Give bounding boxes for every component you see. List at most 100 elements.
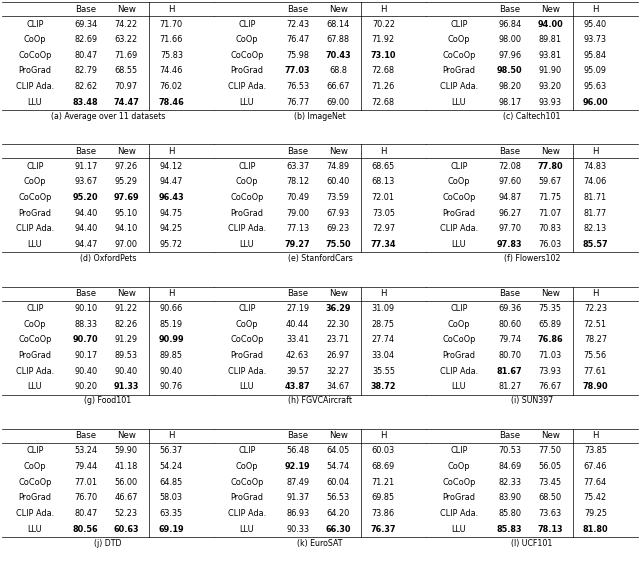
Text: New: New — [116, 5, 136, 14]
Text: 64.05: 64.05 — [326, 446, 350, 456]
Text: 72.43: 72.43 — [286, 19, 309, 29]
Text: 96.27: 96.27 — [498, 209, 521, 218]
Text: LLU: LLU — [239, 382, 254, 391]
Text: 74.47: 74.47 — [113, 98, 139, 107]
Text: CoOp: CoOp — [447, 320, 470, 329]
Text: 68.65: 68.65 — [372, 162, 395, 171]
Text: 77.50: 77.50 — [539, 446, 562, 456]
Text: (i) SUN397: (i) SUN397 — [511, 397, 553, 405]
Text: 90.76: 90.76 — [160, 382, 183, 391]
Text: 40.44: 40.44 — [286, 320, 309, 329]
Text: 97.96: 97.96 — [498, 51, 521, 60]
Text: 77.64: 77.64 — [584, 477, 607, 486]
Text: 70.97: 70.97 — [115, 82, 138, 91]
Text: 70.83: 70.83 — [539, 225, 562, 233]
Text: 72.68: 72.68 — [372, 66, 395, 76]
Text: New: New — [541, 5, 559, 14]
Text: ProGrad: ProGrad — [19, 493, 51, 503]
Text: New: New — [116, 147, 136, 156]
Text: 41.18: 41.18 — [115, 462, 138, 471]
Text: 78.12: 78.12 — [286, 178, 309, 186]
Text: 93.81: 93.81 — [539, 51, 562, 60]
Text: 78.27: 78.27 — [584, 335, 607, 344]
Text: 73.05: 73.05 — [372, 209, 395, 218]
Text: 71.03: 71.03 — [539, 351, 562, 360]
Text: 70.43: 70.43 — [325, 51, 351, 60]
Text: 43.87: 43.87 — [285, 382, 310, 391]
Text: CoOp: CoOp — [236, 35, 258, 44]
Text: ProGrad: ProGrad — [230, 209, 263, 218]
Text: 77.03: 77.03 — [285, 66, 310, 76]
Text: 69.36: 69.36 — [498, 304, 522, 313]
Text: (g) Food101: (g) Food101 — [84, 397, 132, 405]
Text: 94.00: 94.00 — [538, 19, 563, 29]
Text: 80.70: 80.70 — [498, 351, 521, 360]
Text: 80.47: 80.47 — [74, 51, 97, 60]
Text: New: New — [329, 431, 348, 441]
Text: 46.67: 46.67 — [115, 493, 138, 503]
Text: CLIP Ada.: CLIP Ada. — [440, 225, 478, 233]
Text: 75.98: 75.98 — [286, 51, 309, 60]
Text: Base: Base — [75, 147, 96, 156]
Text: 95.10: 95.10 — [115, 209, 138, 218]
Text: 27.74: 27.74 — [372, 335, 395, 344]
Text: 74.06: 74.06 — [584, 178, 607, 186]
Text: LLU: LLU — [28, 382, 42, 391]
Text: 64.20: 64.20 — [326, 509, 350, 518]
Text: 70.22: 70.22 — [372, 19, 395, 29]
Text: CoOp: CoOp — [236, 462, 258, 471]
Text: (k) EuroSAT: (k) EuroSAT — [297, 539, 343, 548]
Text: CLIP: CLIP — [450, 446, 467, 456]
Text: 56.00: 56.00 — [115, 477, 138, 486]
Text: H: H — [592, 147, 598, 156]
Text: 81.80: 81.80 — [582, 524, 608, 533]
Text: 72.08: 72.08 — [498, 162, 521, 171]
Text: 69.85: 69.85 — [372, 493, 395, 503]
Text: 78.46: 78.46 — [159, 98, 184, 107]
Text: H: H — [592, 431, 598, 441]
Text: CoOp: CoOp — [24, 178, 46, 186]
Text: CLIP: CLIP — [238, 304, 255, 313]
Text: H: H — [592, 5, 598, 14]
Text: CLIP Ada.: CLIP Ada. — [440, 367, 478, 376]
Text: 76.53: 76.53 — [286, 82, 309, 91]
Text: 52.23: 52.23 — [115, 509, 138, 518]
Text: 94.25: 94.25 — [160, 225, 183, 233]
Text: Base: Base — [75, 289, 96, 298]
Text: 75.35: 75.35 — [539, 304, 562, 313]
Text: CoCoOp: CoCoOp — [442, 193, 476, 202]
Text: CLIP: CLIP — [26, 446, 44, 456]
Text: LLU: LLU — [28, 98, 42, 107]
Text: ProGrad: ProGrad — [442, 351, 476, 360]
Text: 82.26: 82.26 — [115, 320, 138, 329]
Text: CoOp: CoOp — [447, 35, 470, 44]
Text: H: H — [380, 431, 387, 441]
Text: 89.53: 89.53 — [115, 351, 138, 360]
Text: ProGrad: ProGrad — [442, 493, 476, 503]
Text: 77.01: 77.01 — [74, 477, 97, 486]
Text: New: New — [329, 289, 348, 298]
Text: 91.37: 91.37 — [286, 493, 309, 503]
Text: CoCoOp: CoCoOp — [18, 477, 51, 486]
Text: 74.22: 74.22 — [115, 19, 138, 29]
Text: H: H — [168, 5, 175, 14]
Text: 81.67: 81.67 — [497, 367, 522, 376]
Text: 83.48: 83.48 — [73, 98, 99, 107]
Text: LLU: LLU — [239, 98, 254, 107]
Text: Base: Base — [499, 147, 520, 156]
Text: CLIP: CLIP — [450, 162, 467, 171]
Text: 90.99: 90.99 — [159, 335, 184, 344]
Text: 69.23: 69.23 — [326, 225, 349, 233]
Text: 77.13: 77.13 — [286, 225, 309, 233]
Text: 22.30: 22.30 — [326, 320, 349, 329]
Text: CLIP Ada.: CLIP Ada. — [228, 509, 266, 518]
Text: 23.71: 23.71 — [326, 335, 349, 344]
Text: 73.86: 73.86 — [372, 509, 395, 518]
Text: 76.77: 76.77 — [286, 98, 309, 107]
Text: LLU: LLU — [451, 240, 466, 249]
Text: (e) StanfordCars: (e) StanfordCars — [287, 254, 353, 263]
Text: 95.84: 95.84 — [584, 51, 607, 60]
Text: Base: Base — [75, 5, 96, 14]
Text: ProGrad: ProGrad — [19, 66, 51, 76]
Text: 35.55: 35.55 — [372, 367, 395, 376]
